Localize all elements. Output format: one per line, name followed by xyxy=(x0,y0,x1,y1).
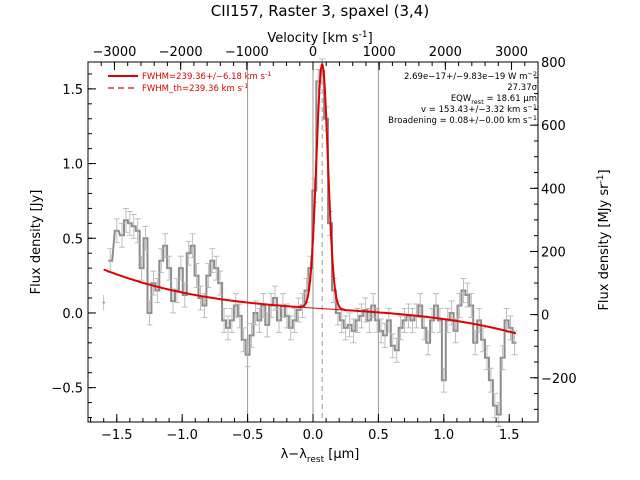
annotation-flux-text: 2.69e−17+/−9.83e−19 W m xyxy=(404,72,527,82)
x-tick-label: −1.5 xyxy=(101,428,133,443)
x-axis-title-unit: [μm] xyxy=(324,447,359,462)
y-right-tick-label: 200 xyxy=(541,245,566,260)
annotation-eqw-sub: rest xyxy=(471,98,484,106)
legend-label-fit-sup: -1 xyxy=(265,70,271,78)
y-right-tick-label: 400 xyxy=(541,182,566,197)
x-tick-label: −0.5 xyxy=(232,428,264,443)
top-tick-label: 1000 xyxy=(363,45,396,60)
top-tick-label: 3000 xyxy=(495,45,528,60)
x-axis-title: λ−λrest [μm] xyxy=(281,447,360,465)
legend-label-theoretical: FWHM_th=239.36 km s-1 xyxy=(142,82,248,94)
y-right-tick-label: 800 xyxy=(541,56,566,71)
y-tick-label: 1.0 xyxy=(62,158,83,173)
top-axis-title-end: ] xyxy=(368,31,373,46)
series-fit-theoretical xyxy=(305,62,340,307)
y-right-tick-label: 600 xyxy=(541,119,566,134)
top-tick-label: 0 xyxy=(309,45,317,60)
x-tick-label: 1.5 xyxy=(499,428,520,443)
annotation-snr: 27.37σ xyxy=(507,83,537,93)
y-right-tick-label: 0 xyxy=(541,309,549,324)
annotation-velocity-text: v = 153.43+/−3.32 km s xyxy=(421,105,528,115)
annotation-eqw-text: EQW xyxy=(451,94,472,104)
y-axis-right-title: Flux density [MJy sr-1] xyxy=(596,169,612,310)
top-tick-label: −1000 xyxy=(225,45,269,60)
x-axis-title-sub: rest xyxy=(307,455,325,465)
y-tick-label: 0.0 xyxy=(62,307,83,322)
legend-label-fit-text: FWHM=239.36+/−6.18 km s xyxy=(142,72,266,82)
legend-label-theoretical-text: FWHM_th=239.36 km s xyxy=(142,84,242,94)
legend: FWHM=239.36+/−6.18 km s-1 FWHM_th=239.36… xyxy=(108,70,271,94)
annotation-flux-sup: −2 xyxy=(527,70,537,78)
annotation-broadening-text: Broadening = 0.08+/−0.00 km s xyxy=(388,116,528,126)
top-axis-title-main: Velocity [km s xyxy=(267,31,359,46)
annotation-velocity: v = 153.43+/−3.32 km s−1 xyxy=(421,103,537,115)
y-tick-label: 1.5 xyxy=(62,83,83,98)
annotation-eqw: EQWrest = 18.61 μm xyxy=(451,94,537,106)
annotation-velocity-sup: −1 xyxy=(527,103,537,111)
chart-title: CII157, Raster 3, spaxel (3,4) xyxy=(211,2,429,20)
y-axis-left-title: Flux density [Jy] xyxy=(29,190,44,295)
top-axis-title: Velocity [km s-1] xyxy=(267,30,372,46)
x-tick-label: −1.0 xyxy=(166,428,198,443)
legend-label-theoretical-sup: -1 xyxy=(242,82,248,90)
fit-annotations: 2.69e−17+/−9.83e−19 W m−2 27.37σ EQWrest… xyxy=(388,70,537,126)
y-axis-right-title-end: ] xyxy=(597,169,612,174)
annotation-broadening: Broadening = 0.08+/−0.00 km s−1 xyxy=(388,114,537,126)
x-tick-label: 0.5 xyxy=(368,428,389,443)
plot-area xyxy=(102,58,518,427)
annotation-flux: 2.69e−17+/−9.83e−19 W m−2 xyxy=(404,70,537,82)
top-tick-label: −2000 xyxy=(159,45,203,60)
y-right-tick-label: −200 xyxy=(541,372,577,387)
annotation-broadening-sup: −1 xyxy=(527,114,537,122)
legend-label-fit: FWHM=239.36+/−6.18 km s-1 xyxy=(142,70,271,82)
x-axis-title-main: λ−λ xyxy=(281,447,308,462)
annotation-eqw-value: = 18.61 μm xyxy=(484,94,537,104)
x-tick-label: 1.0 xyxy=(433,428,454,443)
y-tick-label: −0.5 xyxy=(51,382,83,397)
y-axis-right-title-sup: -1 xyxy=(596,175,606,184)
y-tick-label: 0.5 xyxy=(62,232,83,247)
y-axis-right-title-main: Flux density [MJy sr xyxy=(597,183,612,311)
top-tick-label: 2000 xyxy=(429,45,462,60)
x-tick-label: 0.0 xyxy=(303,428,324,443)
top-axis-title-sup: -1 xyxy=(359,30,368,40)
top-tick-label: −3000 xyxy=(92,45,136,60)
